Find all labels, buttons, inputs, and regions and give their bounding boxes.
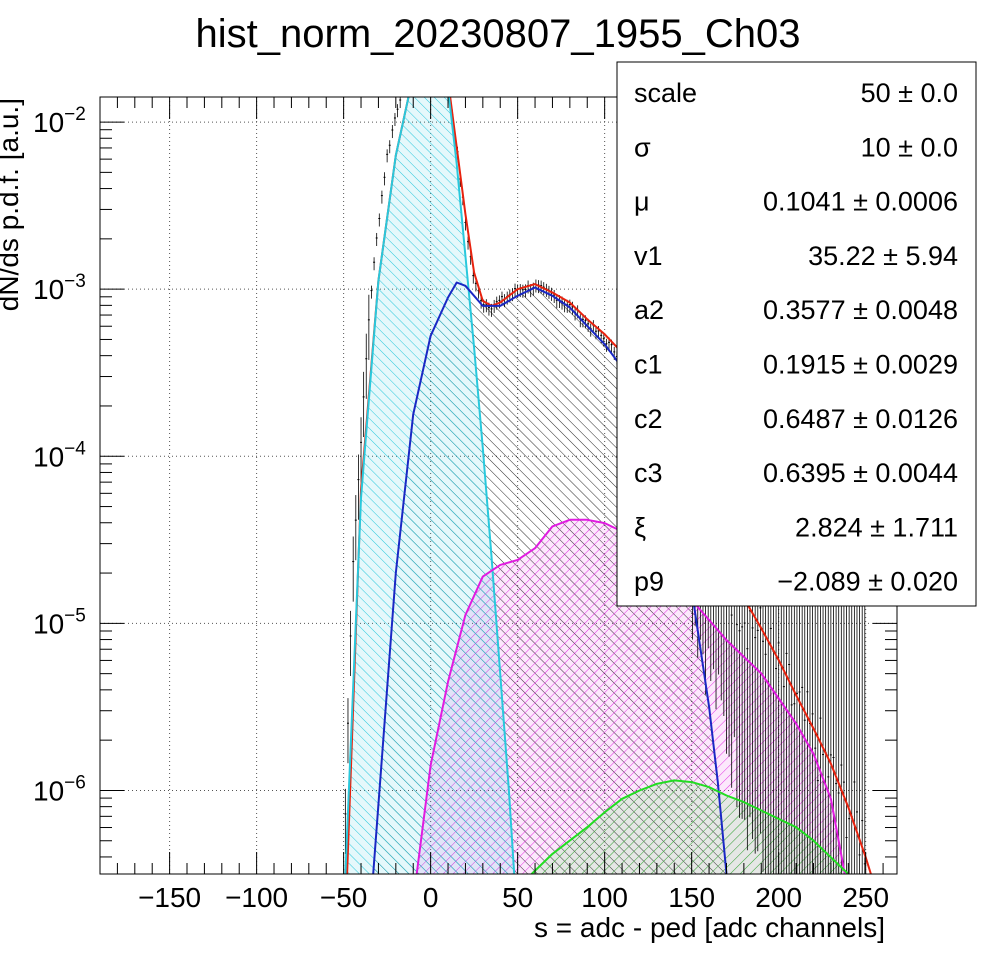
x-tick-label: 0 xyxy=(423,882,439,913)
stat-name: a2 xyxy=(634,295,664,325)
stat-name: p9 xyxy=(634,567,664,597)
stat-name: ξ xyxy=(634,512,646,542)
y-tick-label: 10−6 xyxy=(33,772,86,806)
y-tick-label: 10−2 xyxy=(33,104,86,138)
stat-name: c1 xyxy=(634,350,663,380)
stat-name: μ xyxy=(634,187,650,217)
x-tick-label: 250 xyxy=(842,882,889,913)
x-tick-label: −100 xyxy=(225,882,288,913)
x-tick-label: 200 xyxy=(755,882,802,913)
stat-value: 0.3577 ± 0.0048 xyxy=(763,295,958,325)
stat-value: 2.824 ± 1.711 xyxy=(795,512,958,542)
y-axis-label: dN/ds p.d.f. [a.u.] xyxy=(0,98,24,311)
stat-value: 0.1041 ± 0.0006 xyxy=(763,187,958,217)
stat-value: 10 ± 0.0 xyxy=(861,132,958,162)
total-fit-curve xyxy=(346,97,872,874)
x-tick-label: −150 xyxy=(138,882,201,913)
stat-value: −2.089 ± 0.020 xyxy=(777,567,958,597)
stat-name: v1 xyxy=(634,241,663,271)
stat-value: 0.6487 ± 0.0126 xyxy=(763,404,958,434)
x-tick-label: 100 xyxy=(581,882,628,913)
stat-name: c3 xyxy=(634,458,663,488)
stat-name: scale xyxy=(634,78,697,108)
stat-value: 50 ± 0.0 xyxy=(861,78,958,108)
component-hatch xyxy=(531,780,849,874)
stats-box-frame xyxy=(616,61,977,607)
fit-stats-box: scale 50 ± 0.0 σ 10 ± 0.0 μ 0.1041 ± 0.0006 v1… xyxy=(616,61,977,607)
y-tick-label: 10−5 xyxy=(33,605,86,639)
y-tick-label: 10−3 xyxy=(33,271,86,305)
y-tick-label: 10−4 xyxy=(33,438,86,472)
x-tick-label: −50 xyxy=(320,882,368,913)
chart-title: hist_norm_20230807_1955_Ch03 xyxy=(196,12,801,56)
x-tick-label: 50 xyxy=(502,882,533,913)
stat-name: c2 xyxy=(634,404,663,434)
y-tick-labels: 10−2 10−3 10−4 10−5 10−6 xyxy=(33,104,86,806)
x-tick-label: 150 xyxy=(668,882,715,913)
stat-value: 0.1915 ± 0.0029 xyxy=(763,350,958,380)
component-curve xyxy=(344,97,516,874)
stat-value: 35.22 ± 5.94 xyxy=(808,241,958,271)
stat-name: σ xyxy=(634,132,651,162)
x-tick-labels: −150 −100 −50 0 50 100 150 200 250 xyxy=(138,882,889,913)
component-curve xyxy=(530,779,849,874)
stat-value: 0.6395 ± 0.0044 xyxy=(763,458,958,488)
x-axis-label: s = adc - ped [adc channels] xyxy=(534,912,885,943)
component-hatch xyxy=(416,519,845,874)
